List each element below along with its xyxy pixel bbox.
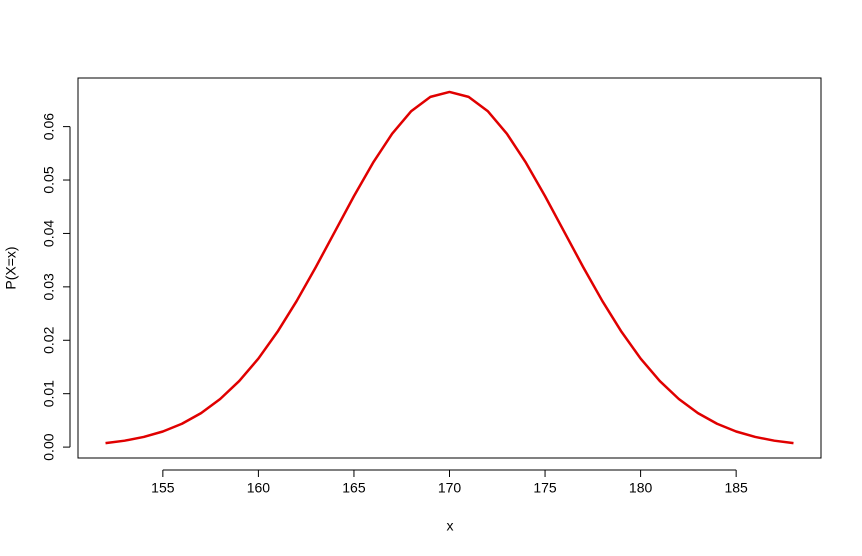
x-tick-label: 180 [629, 480, 653, 496]
y-axis-label: P(X=x) [3, 246, 19, 289]
x-tick-label: 165 [342, 480, 366, 496]
x-tick-label: 175 [533, 480, 557, 496]
y-tick-label: 0.05 [41, 166, 57, 193]
y-tick-label: 0.04 [41, 220, 57, 247]
y-tick-label: 0.01 [41, 380, 57, 407]
y-tick-label: 0.03 [41, 273, 57, 300]
y-tick-label: 0.06 [41, 113, 57, 140]
y-tick-label: 0.00 [41, 433, 57, 460]
x-axis-label: x [447, 518, 454, 534]
data-line [105, 90, 794, 445]
plot-box [77, 77, 822, 459]
x-tick-label: 155 [151, 480, 175, 496]
x-tick-label: 185 [724, 480, 748, 496]
x-tick-label: 170 [438, 480, 462, 496]
x-tick-label: 160 [247, 480, 271, 496]
y-tick-label: 0.02 [41, 326, 57, 353]
